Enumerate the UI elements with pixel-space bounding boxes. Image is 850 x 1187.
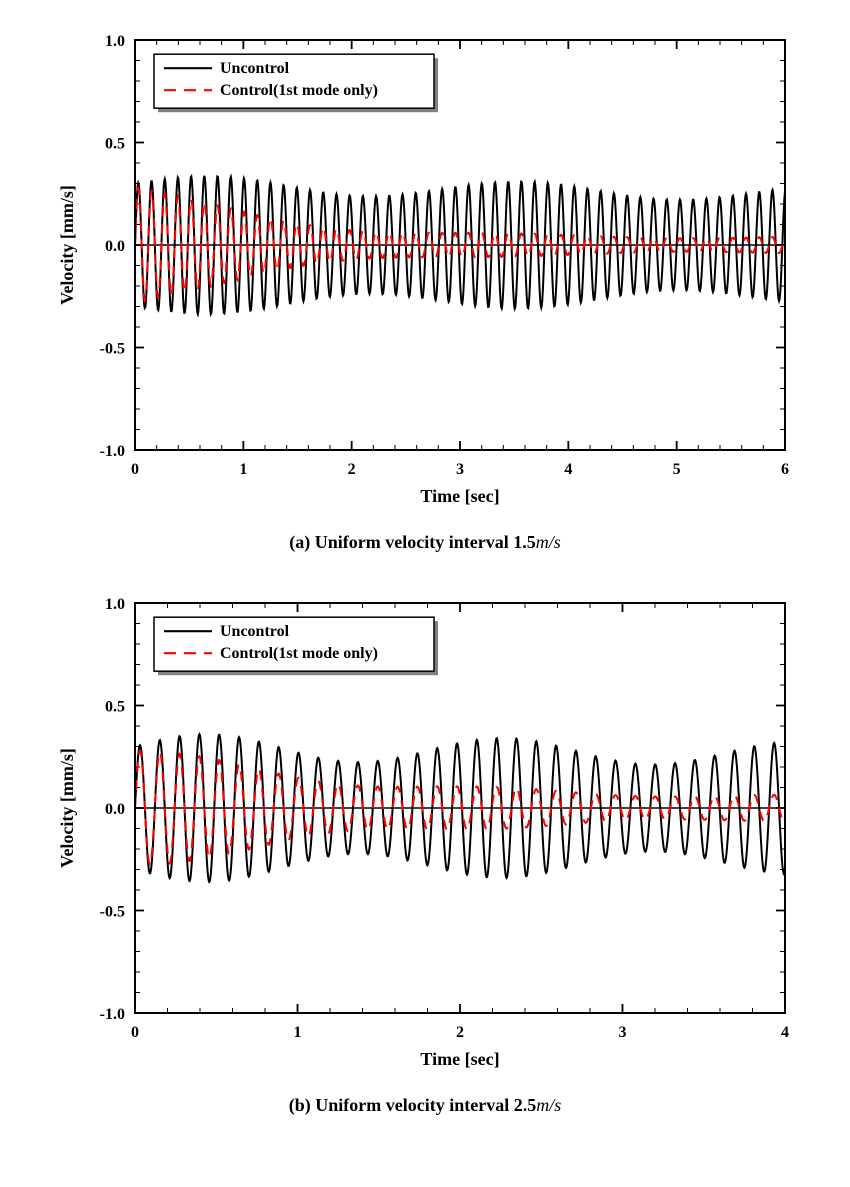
- caption-a-text: (a) Uniform velocity interval 1.5: [289, 532, 535, 552]
- x-axis-label: Time [sec]: [420, 486, 499, 506]
- svg-text:6: 6: [781, 461, 789, 478]
- svg-text:4: 4: [781, 1024, 789, 1041]
- legend-item-0: Uncontrol: [220, 623, 290, 640]
- x-axis-label: Time [sec]: [420, 1049, 499, 1069]
- svg-text:3: 3: [456, 461, 464, 478]
- chart-b-caption: (b) Uniform velocity interval 2.5m/s: [20, 1095, 830, 1116]
- caption-b-unit: m/s: [536, 1095, 561, 1115]
- svg-text:3: 3: [619, 1024, 627, 1041]
- chart-b-svg-slot: 0 1 2 3 4 -1.0 -0.5 0.0 0.5 1.0 Time [sec] Velocity…: [20, 583, 830, 1083]
- caption-b-text: (b) Uniform velocity interval 2.5: [289, 1095, 536, 1115]
- svg-text:0.0: 0.0: [105, 238, 125, 255]
- chart-b: 0 1 2 3 4 -1.0 -0.5 0.0 0.5 1.0 Time [sec] Velocity…: [35, 583, 815, 1083]
- svg-text:0: 0: [131, 1024, 139, 1041]
- chart-a: 0 1 2 3 4 5 6 -1.0 -0.5 0.0 0.5 1.0 Time [sec] Veloci…: [35, 20, 815, 520]
- legend-item-1: Control(1st mode only): [220, 645, 378, 662]
- chart-a-container: 0 1 2 3 4 5 6 -1.0 -0.5 0.0 0.5 1.0 Time [sec] Veloci…: [20, 20, 830, 553]
- legend-item-0: Uncontrol: [220, 60, 290, 77]
- svg-text:0.0: 0.0: [105, 801, 125, 818]
- chart-a-svg-slot: 0 1 2 3 4 5 6 -1.0 -0.5 0.0 0.5 1.0 Time [sec] Veloci…: [20, 20, 830, 520]
- svg-text:0.5: 0.5: [105, 136, 125, 153]
- svg-text:1: 1: [239, 461, 247, 478]
- svg-text:0.5: 0.5: [105, 699, 125, 716]
- y-axis-label: Velocity [mm/s]: [57, 185, 77, 305]
- caption-a-unit: m/s: [536, 532, 561, 552]
- svg-text:-1.0: -1.0: [100, 443, 125, 460]
- legend-item-1: Control(1st mode only): [220, 82, 378, 99]
- chart-a-caption: (a) Uniform velocity interval 1.5m/s: [20, 532, 830, 553]
- svg-text:1: 1: [294, 1024, 302, 1041]
- svg-text:1.0: 1.0: [105, 33, 125, 50]
- svg-text:-1.0: -1.0: [100, 1006, 125, 1023]
- chart-b-container: 0 1 2 3 4 -1.0 -0.5 0.0 0.5 1.0 Time [sec] Velocity…: [20, 583, 830, 1116]
- svg-text:-0.5: -0.5: [100, 341, 125, 358]
- svg-text:-0.5: -0.5: [100, 904, 125, 921]
- svg-text:2: 2: [456, 1024, 464, 1041]
- svg-text:1.0: 1.0: [105, 596, 125, 613]
- y-axis-label: Velocity [mm/s]: [57, 748, 77, 868]
- svg-text:4: 4: [564, 461, 572, 478]
- svg-text:2: 2: [348, 461, 356, 478]
- svg-text:5: 5: [673, 461, 681, 478]
- svg-text:0: 0: [131, 461, 139, 478]
